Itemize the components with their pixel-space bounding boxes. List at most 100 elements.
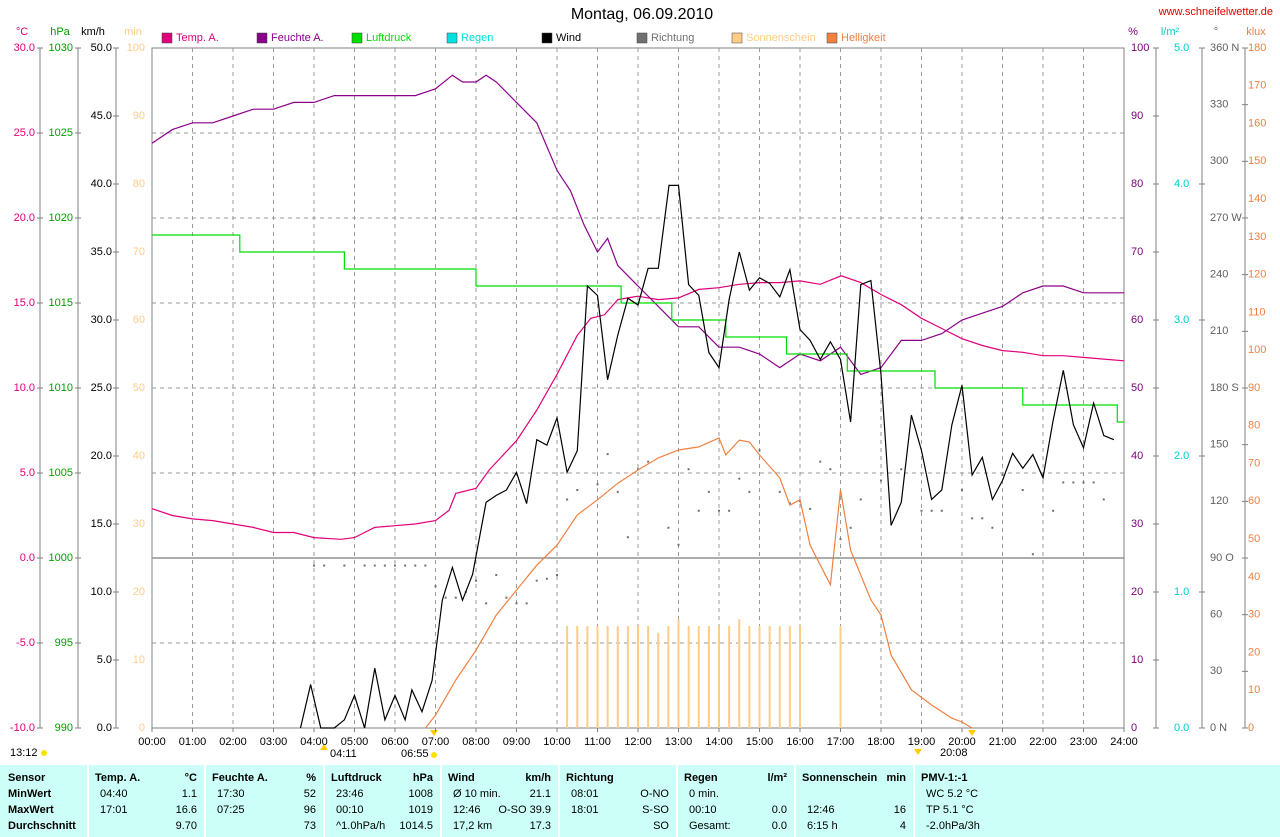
sun-icon [431, 752, 437, 758]
direction-dot [1031, 553, 1034, 556]
axis-unit: °C [16, 26, 28, 38]
y-tick-label: 120 [1248, 269, 1266, 281]
sunshine-bar [728, 626, 731, 728]
direction-dot [697, 509, 700, 512]
y-tick-label: 10.0 [14, 382, 35, 394]
column-unit: l/m² [767, 772, 787, 784]
column-title: Feuchte A. [212, 772, 268, 784]
y-tick-label: 1030 [49, 42, 73, 54]
sunshine-bar [748, 626, 751, 728]
y-tick-label: 150 [1210, 439, 1228, 451]
source-link: www.schneifelwetter.de [1158, 6, 1273, 18]
x-tick-label: 03:00 [260, 736, 288, 748]
y-tick-label: 70 [1248, 457, 1260, 469]
y-tick-label: 20 [133, 586, 145, 598]
cell-text: WC 5.2 °C [926, 788, 978, 800]
y-tick-label: 20.0 [14, 212, 35, 224]
y-tick-label: 40 [1131, 450, 1143, 462]
cell-value: O-NO [640, 788, 669, 800]
x-tick-label: 09:00 [503, 736, 531, 748]
axis-unit: hPa [50, 26, 70, 38]
column-unit: °C [185, 772, 197, 784]
cell-value: 1019 [409, 804, 433, 816]
legend-swatch [636, 32, 648, 44]
x-tick-label: 04:00 [300, 736, 328, 748]
y-tick-label: 10 [1131, 654, 1143, 666]
cell-value: 52 [304, 788, 316, 800]
y-tick-label: -10.0 [10, 722, 35, 734]
y-tick-label: 20 [1131, 586, 1143, 598]
sunshine-bar [626, 626, 629, 728]
x-tick-label: 18:00 [867, 736, 895, 748]
x-tick-label: 17:00 [827, 736, 855, 748]
direction-dot [920, 509, 923, 512]
y-tick-label: 80 [133, 178, 145, 190]
cell-text: 23:46 [336, 788, 364, 800]
direction-dot [667, 526, 670, 529]
x-tick-label: 07:00 [422, 736, 450, 748]
y-tick-label: 180 S [1210, 382, 1239, 394]
sunshine-bar [596, 626, 599, 728]
cell-value: 1014.5 [399, 820, 433, 832]
x-tick-label: 23:00 [1070, 736, 1098, 748]
y-tick-label: 1015 [49, 297, 73, 309]
direction-dot [637, 468, 639, 471]
cell-value: 1.1 [182, 788, 197, 800]
y-tick-label: 120 [1210, 495, 1228, 507]
direction-dot [576, 489, 579, 491]
cell-text: 17,2 km [453, 820, 492, 832]
sunshine-bar [778, 626, 781, 728]
direction-dot [1052, 509, 1055, 512]
cell-text: 12:46 [807, 804, 835, 816]
y-tick-label: 1000 [49, 552, 73, 564]
sunshine-bar [799, 626, 801, 728]
cell-value: 1008 [409, 788, 433, 800]
direction-dot [707, 490, 710, 493]
direction-dot [971, 517, 974, 520]
series-line [151, 74, 1124, 376]
direction-dot [728, 509, 731, 512]
y-tick-label: 30 [1210, 665, 1222, 677]
direction-dot [1082, 481, 1085, 484]
cell-text: 00:10 [336, 804, 364, 816]
y-tick-label: 45.0 [91, 110, 112, 122]
y-tick-label: 80 [1248, 420, 1260, 432]
direction-dot [677, 543, 680, 546]
y-tick-label: 15.0 [91, 518, 112, 530]
direction-dot [606, 453, 609, 456]
y-tick-label: 50 [1248, 533, 1260, 545]
direction-dot [778, 490, 781, 493]
y-tick-label: 300 [1210, 155, 1228, 167]
y-tick-label: 90 [1131, 110, 1143, 122]
cell-text: 18:01 [571, 804, 599, 816]
legend-label: Feuchte A. [271, 32, 324, 44]
column-title: Regen [684, 772, 718, 784]
direction-dot [394, 564, 396, 567]
y-tick-label: 330 [1210, 99, 1228, 111]
direction-dot [454, 596, 457, 599]
legend-swatch [446, 32, 458, 44]
direction-dot [1072, 481, 1075, 484]
y-tick-label: 0.0 [1174, 722, 1189, 734]
y-tick-label: 150 [1248, 155, 1266, 167]
sunshine-bar [566, 626, 569, 728]
x-tick-label: 16:00 [786, 736, 814, 748]
cell-text: 12:46 [453, 804, 481, 816]
direction-dot [940, 509, 943, 512]
cell-text: TP 5.1 °C [926, 804, 974, 816]
y-tick-label: 90 [133, 110, 145, 122]
sunshine-bar [718, 626, 720, 728]
direction-dot [323, 564, 326, 567]
cell-text: 17:30 [217, 788, 245, 800]
cell-value: 96 [304, 804, 316, 816]
axis-unit: km/h [81, 26, 105, 38]
column-unit: hPa [413, 772, 434, 784]
y-tick-label: 50 [133, 382, 145, 394]
legend-swatch [541, 32, 553, 44]
y-tick-label: 130 [1248, 231, 1266, 243]
row-label: MinWert [8, 788, 52, 800]
direction-dot [880, 479, 882, 482]
legend-swatch [161, 32, 173, 44]
y-tick-label: 1010 [49, 382, 73, 394]
direction-dot [535, 579, 538, 582]
